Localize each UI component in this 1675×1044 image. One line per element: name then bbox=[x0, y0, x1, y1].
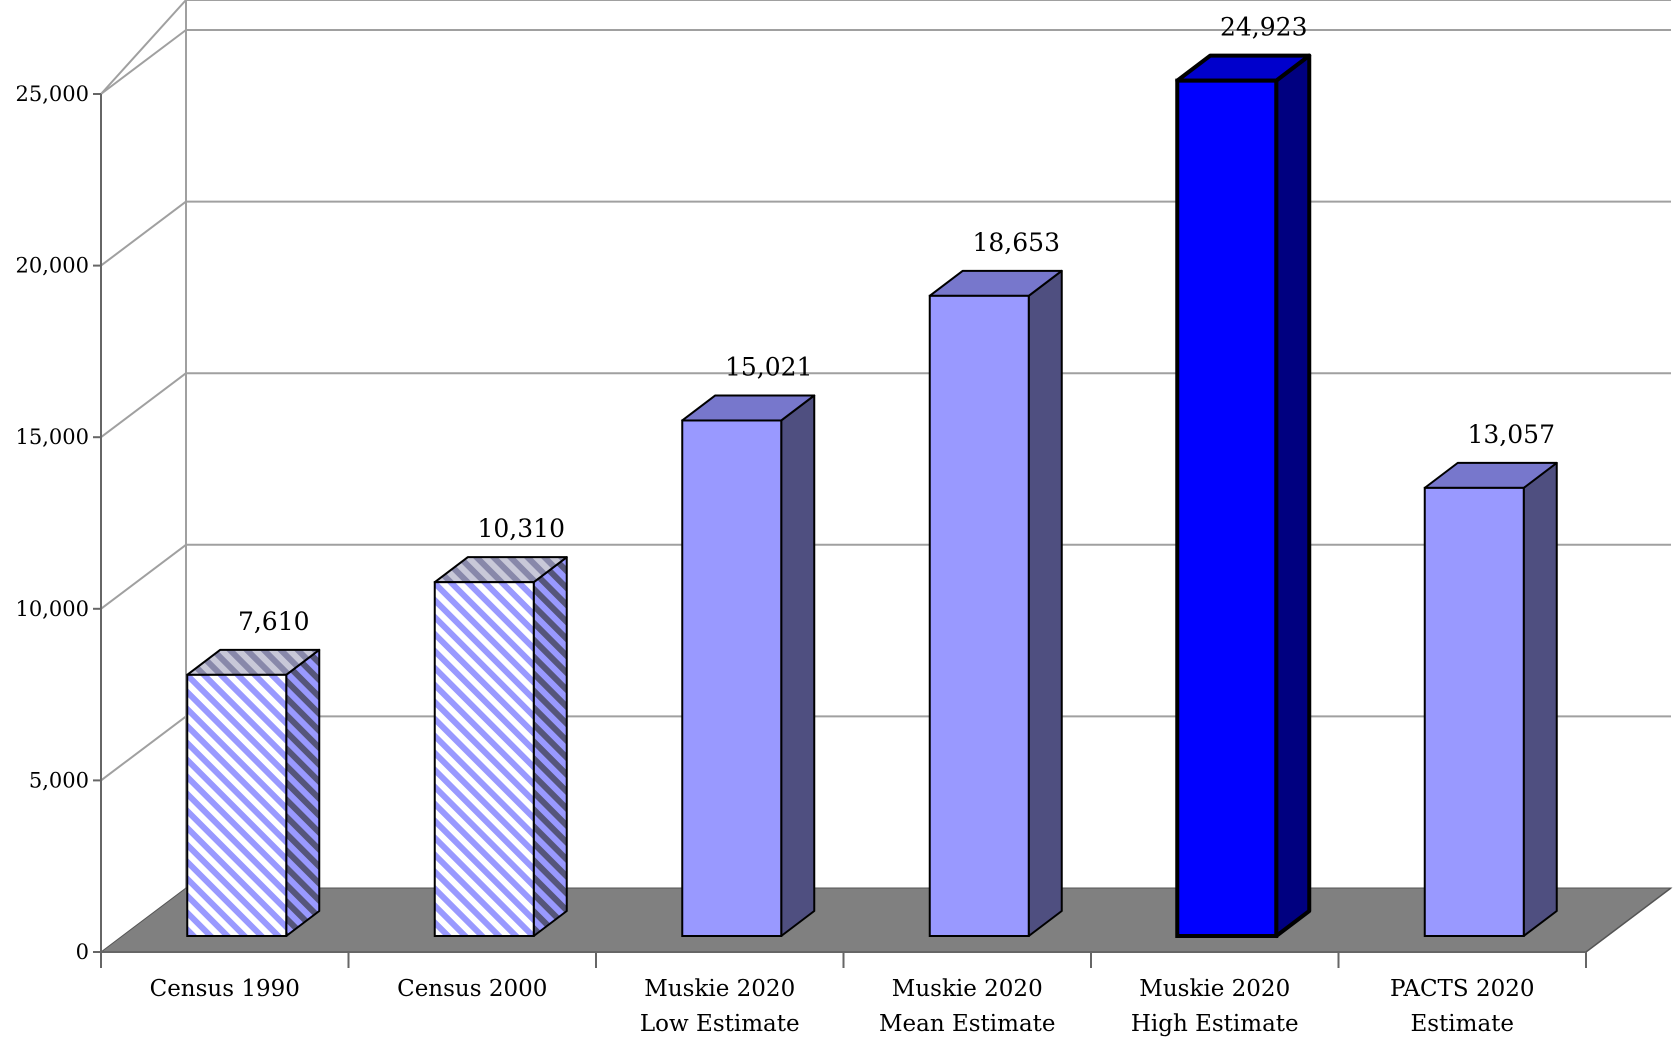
gridline-diagonal bbox=[100, 372, 187, 438]
y-tick-label: 5,000 bbox=[29, 768, 89, 792]
bar-front bbox=[1423, 486, 1525, 937]
data-label: 7,610 bbox=[238, 607, 310, 636]
bar-side bbox=[1522, 461, 1558, 937]
bar-front bbox=[681, 419, 783, 937]
bar-side bbox=[285, 648, 321, 937]
bar bbox=[681, 394, 816, 937]
x-tick-label: Estimate bbox=[1410, 1011, 1514, 1037]
bar bbox=[186, 648, 321, 938]
x-tick-label: Low Estimate bbox=[640, 1011, 800, 1037]
chart-walls bbox=[100, 0, 1671, 888]
bar-front bbox=[1175, 78, 1279, 938]
bar bbox=[433, 556, 568, 938]
x-tick-label: Mean Estimate bbox=[879, 1011, 1056, 1037]
axes: 0 5,000 10,000 15,000 20,000 25,000 bbox=[16, 82, 1587, 968]
bar-front bbox=[186, 673, 288, 938]
back-wall-edge bbox=[185, 0, 1671, 888]
gridlines bbox=[100, 29, 1671, 782]
bar-front bbox=[928, 294, 1030, 937]
y-tick-label: 15,000 bbox=[16, 425, 89, 449]
bar-side bbox=[780, 394, 816, 937]
bar-side bbox=[532, 556, 568, 937]
data-label: 15,021 bbox=[725, 352, 812, 381]
y-tick-label: 25,000 bbox=[16, 82, 89, 106]
y-tick-label: 0 bbox=[76, 940, 89, 964]
bar-front bbox=[433, 581, 535, 938]
x-tick-label: Census 1990 bbox=[150, 976, 300, 1002]
labels: 7,610 Census 1990 10,310 Census 2000 15,021 M… bbox=[150, 13, 1555, 1037]
bar bbox=[928, 269, 1063, 937]
x-tick-label: Muskie 2020 bbox=[892, 976, 1043, 1002]
gridline-diagonal bbox=[100, 715, 187, 782]
x-tick-label: Muskie 2020 bbox=[644, 976, 795, 1002]
data-label: 24,923 bbox=[1220, 13, 1307, 42]
data-label: 13,057 bbox=[1468, 420, 1555, 449]
left-wall-top-edge bbox=[100, 0, 187, 95]
x-tick-label: High Estimate bbox=[1131, 1011, 1299, 1037]
gridline-diagonal bbox=[100, 29, 187, 95]
gridline-diagonal bbox=[100, 200, 187, 267]
floor-right-edge bbox=[1585, 887, 1672, 953]
bar-side bbox=[1274, 53, 1312, 938]
y-tick-label: 20,000 bbox=[16, 254, 89, 278]
x-tick-label: Muskie 2020 bbox=[1139, 976, 1290, 1002]
bar bbox=[1175, 53, 1312, 938]
x-tick-label: PACTS 2020 bbox=[1390, 976, 1535, 1002]
data-label: 18,653 bbox=[973, 228, 1060, 257]
bar bbox=[1423, 461, 1558, 937]
gridline-diagonal bbox=[100, 544, 187, 610]
y-tick-label: 10,000 bbox=[16, 597, 89, 621]
bar-side bbox=[1027, 269, 1063, 937]
x-tick-label: Census 2000 bbox=[397, 976, 547, 1002]
bars bbox=[186, 53, 1558, 938]
data-label: 10,310 bbox=[478, 514, 565, 543]
